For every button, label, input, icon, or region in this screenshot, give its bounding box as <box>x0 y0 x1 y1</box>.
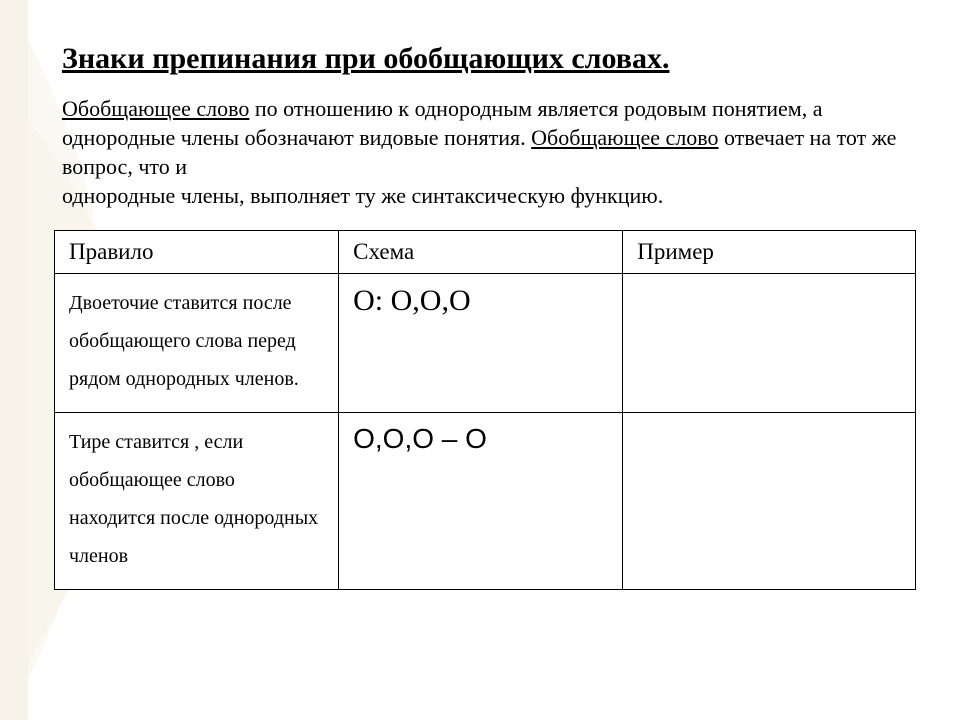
scheme-cell-2: О,О,О – О <box>339 413 623 590</box>
table-row: Двоеточие ставится после обобщающего сло… <box>55 274 916 413</box>
intro-lead-term: Обобщающее слово <box>62 96 249 121</box>
intro-paragraph: Обобщающее слово по отношению к однородн… <box>62 94 912 210</box>
scheme-cell-1: О: О,О,О <box>339 274 623 413</box>
rule-cell-2: Тире ставится , если обобщающее слово на… <box>55 413 339 590</box>
rules-table: Правило Схема Пример Двоеточие ставится … <box>54 230 916 590</box>
example-cell-1 <box>623 274 916 413</box>
table-header-row: Правило Схема Пример <box>55 231 916 274</box>
intro-mid-term: Обобщающее слово <box>531 125 718 150</box>
rule-cell-1: Двоеточие ставится после обобщающего сло… <box>55 274 339 413</box>
header-scheme: Схема <box>339 231 623 274</box>
slide-title: Знаки препинания при обобщающих словах. <box>62 42 916 76</box>
example-cell-2 <box>623 413 916 590</box>
slide-content: Знаки препинания при обобщающих словах. … <box>0 0 960 610</box>
intro-part3: однородные члены, выполняет ту же синтак… <box>62 183 663 208</box>
header-example: Пример <box>623 231 916 274</box>
header-rule: Правило <box>55 231 339 274</box>
table-row: Тире ставится , если обобщающее слово на… <box>55 413 916 590</box>
